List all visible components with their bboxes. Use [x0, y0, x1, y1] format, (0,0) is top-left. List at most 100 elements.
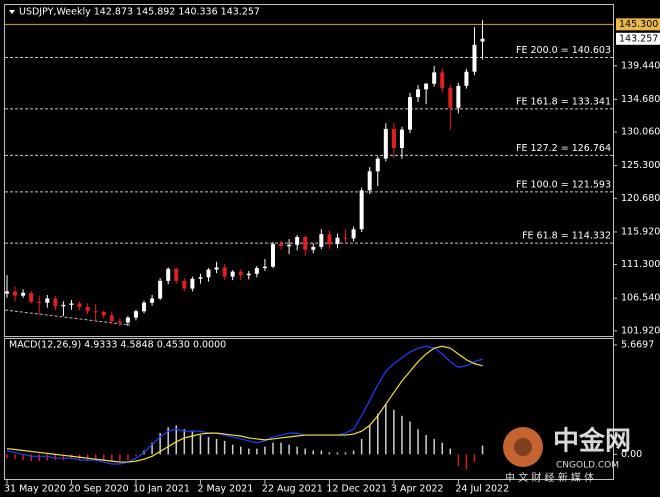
candle-body	[351, 229, 356, 239]
candle-body	[327, 234, 332, 245]
candle-body	[287, 244, 292, 247]
level-label: FE 200.0 = 140.603	[516, 45, 611, 56]
candle-body	[101, 311, 106, 316]
x-tick-label: 10 Jan 2021	[133, 484, 190, 495]
logo-name: 中金网	[553, 426, 631, 457]
candle-body	[303, 237, 308, 250]
candle-body	[464, 71, 469, 86]
candle-body	[214, 267, 219, 270]
candle-body	[254, 268, 259, 274]
candle-body	[456, 85, 461, 108]
candle-body	[21, 292, 26, 296]
candle-body	[61, 304, 66, 307]
candle-body	[117, 321, 122, 323]
y-tick-label: 130.060	[621, 127, 660, 138]
candle-body	[343, 237, 348, 239]
y-tick-label: 120.680	[621, 193, 660, 204]
last-price-label: 143.257	[619, 33, 658, 44]
high-label-box	[616, 18, 660, 31]
x-tick-label: 2 May 2021	[197, 484, 253, 495]
logo-inner	[514, 438, 532, 456]
candle-body	[416, 89, 421, 98]
candle-body	[69, 303, 74, 305]
candle-body	[174, 268, 179, 281]
candle-body	[198, 277, 203, 279]
logo-circle	[503, 427, 543, 467]
candle-body	[408, 97, 412, 130]
candle-body	[311, 246, 316, 250]
candle-body	[448, 87, 453, 108]
candle-body	[93, 311, 98, 313]
candle-body	[190, 278, 195, 289]
candle-body	[238, 271, 243, 276]
y-tick-label: 0.00	[621, 449, 642, 460]
price-panel	[4, 4, 614, 337]
candle-body	[367, 171, 372, 191]
candle-body	[335, 237, 340, 245]
candle-body	[166, 268, 171, 281]
y-tick-label: 106.540	[621, 293, 660, 304]
candle-body	[424, 83, 429, 90]
candle-body	[53, 298, 58, 307]
candle-body	[319, 234, 324, 247]
candle-body	[125, 317, 130, 323]
candle-body	[230, 271, 235, 277]
candle-body	[77, 303, 82, 307]
y-tick-label: 115.920	[621, 226, 660, 237]
main-line	[6, 345, 483, 465]
candle-body	[262, 266, 267, 269]
candle-body	[222, 267, 227, 277]
x-tick-label: 20 Sep 2020	[68, 484, 128, 495]
candle-body	[279, 244, 284, 247]
y-tick-label: 134.680	[621, 94, 660, 105]
candle-body	[206, 269, 211, 278]
candle-body	[45, 298, 50, 303]
last-price-box	[616, 32, 660, 45]
trend-line	[4, 309, 131, 326]
candle-body	[158, 280, 163, 299]
collapse-icon[interactable]	[9, 10, 15, 14]
candle-body	[37, 302, 42, 304]
level-label: FE 61.8 = 114.332	[522, 231, 611, 242]
logo-domain: CNGOLD.COM	[556, 461, 619, 471]
x-tick-label: 12 Dec 2021	[326, 484, 387, 495]
chart-title: USDJPY,Weekly 142.873 145.892 140.336 14…	[19, 7, 260, 18]
y-tick-label: 125.300	[621, 160, 660, 171]
level-label: FE 100.0 = 121.593	[516, 179, 611, 190]
high-label: 145.300	[619, 19, 658, 30]
x-tick-label: 3 Apr 2022	[391, 484, 444, 495]
candle-body	[480, 38, 485, 42]
macd-title: MACD(12,26,9) 4.9333 4.5848 0.4530 0.000…	[9, 340, 226, 351]
candle-body	[383, 128, 388, 159]
macd-panel	[4, 338, 614, 480]
candle-body	[246, 273, 251, 276]
watermark: 中金网 CNGOLD.COM 中 文 财 经 新 媒 体	[503, 426, 631, 484]
y-tick-label: 111.300	[621, 259, 660, 270]
candle-body	[472, 44, 477, 72]
candle-body	[270, 244, 275, 267]
candle-body	[375, 158, 380, 172]
x-tick-label: 22 Aug 2021	[262, 484, 323, 495]
candle-body	[359, 190, 364, 230]
candle-body	[133, 311, 138, 318]
level-label: FE 161.8 = 133.341	[516, 96, 611, 107]
candle-body	[391, 128, 396, 149]
candle-body	[440, 72, 445, 88]
level-label: FE 127.2 = 126.764	[516, 143, 611, 154]
y-tick-label: 101.920	[621, 325, 660, 336]
candle-body	[29, 292, 34, 303]
x-tick-label: 31 May 2020	[4, 484, 66, 495]
logo-tagline: 中 文 财 经 新 媒 体	[505, 471, 594, 484]
x-tick-label: 24 Jul 2022	[455, 484, 509, 495]
signal-line	[6, 345, 483, 463]
candle-body	[150, 298, 155, 303]
candle-body	[5, 291, 9, 294]
candle-body	[109, 315, 114, 322]
candle-body	[399, 129, 404, 149]
y-tick-label: 139.440	[621, 60, 660, 71]
candle-body	[13, 291, 18, 296]
y-tick-label: 5.6697	[621, 339, 654, 350]
